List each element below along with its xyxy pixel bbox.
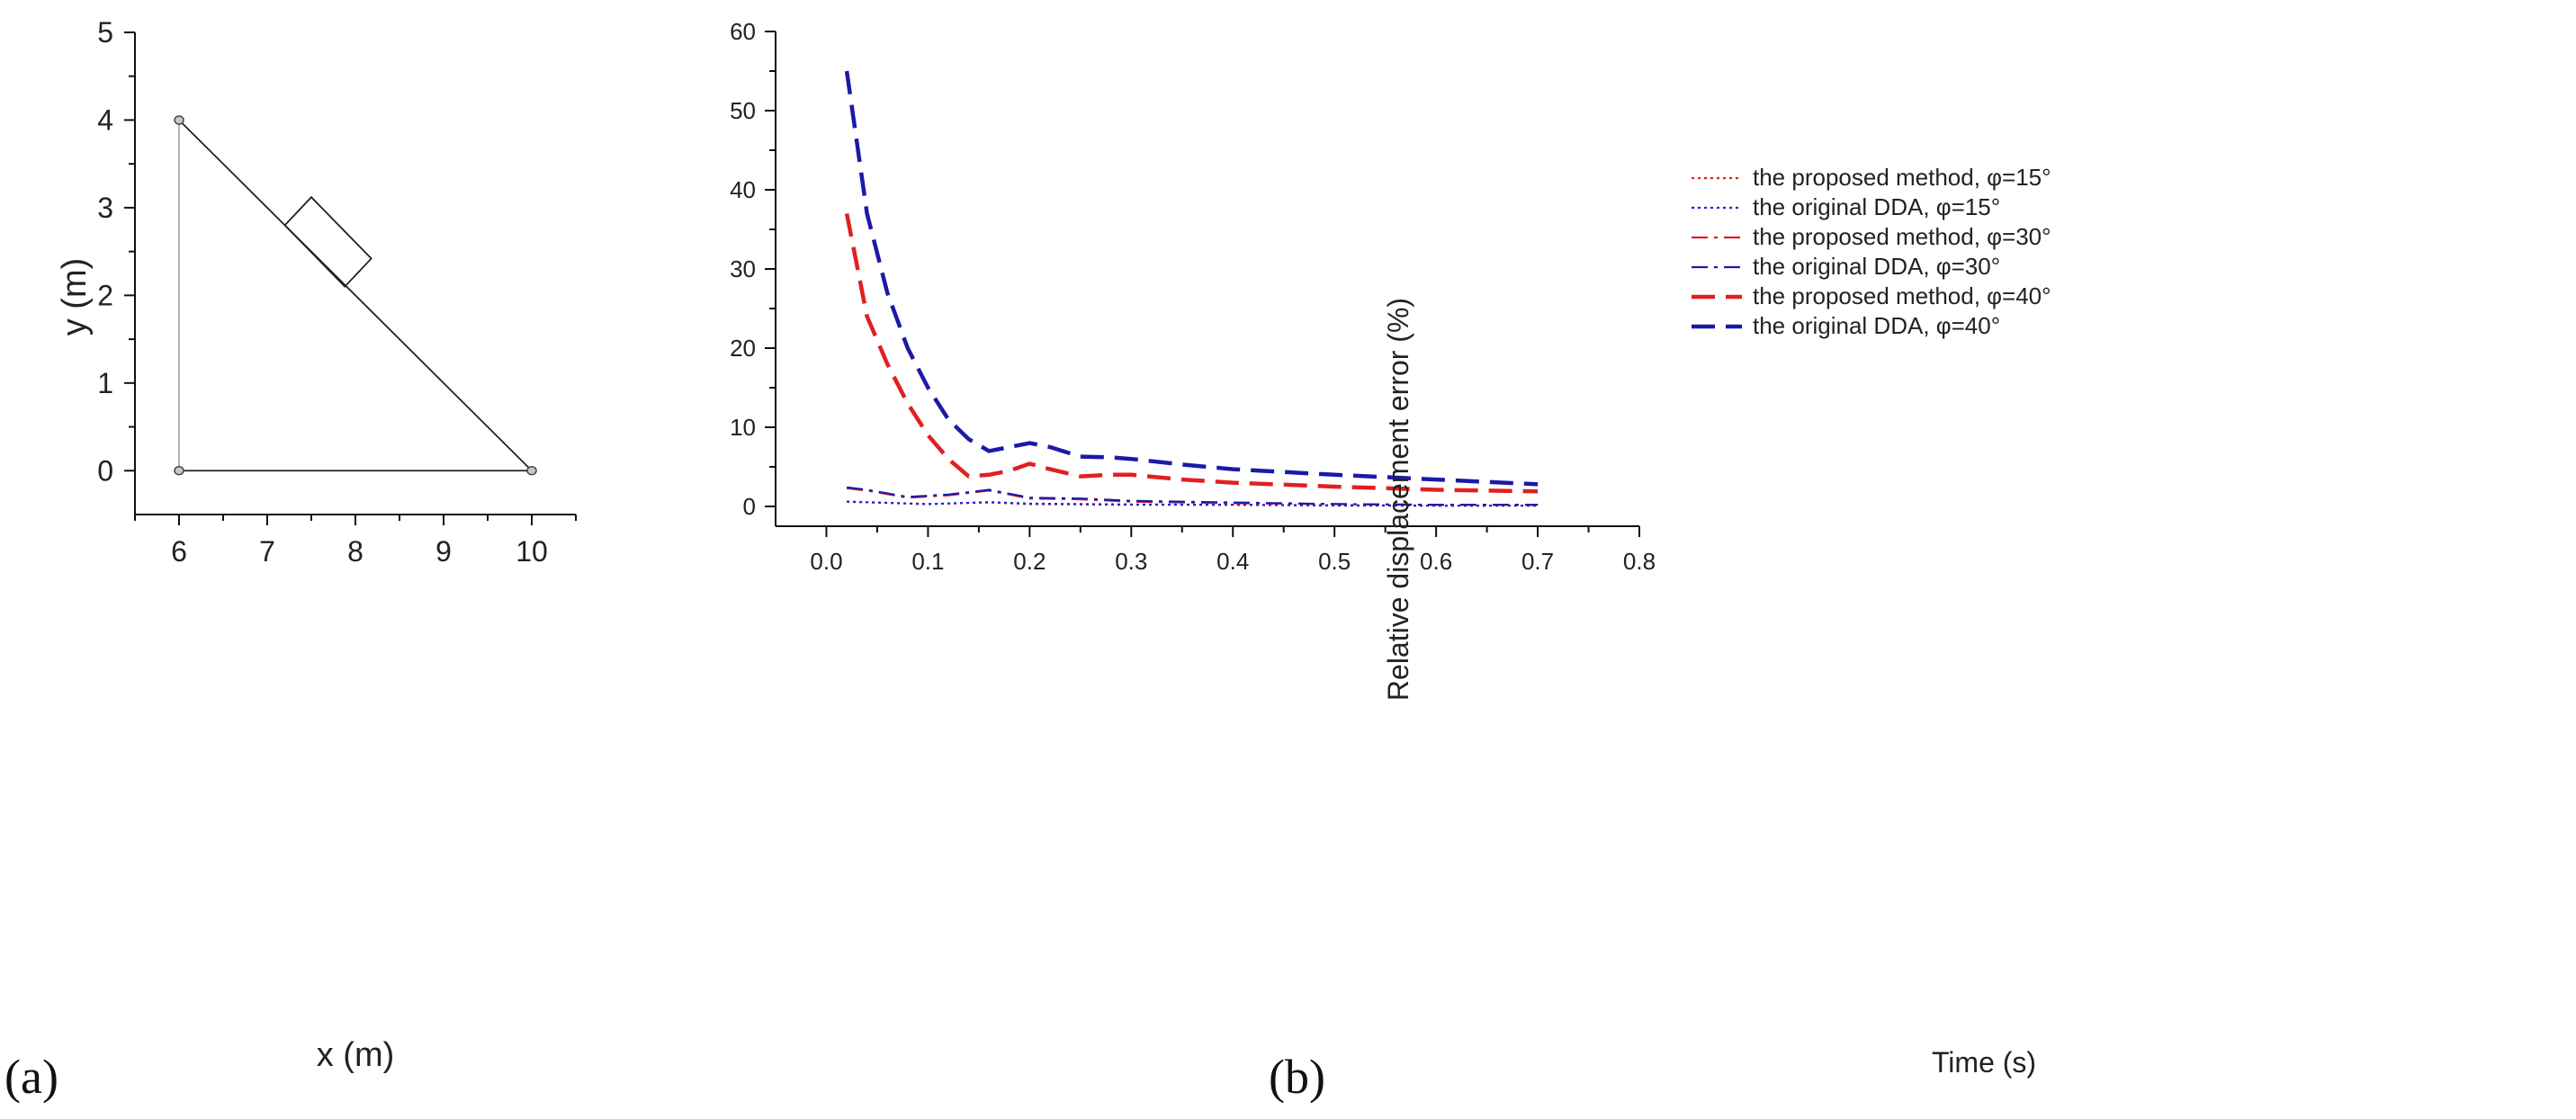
legend-entry-3: the proposed method, φ=30° [1753, 223, 2051, 250]
panel-a-x-tick-label: 8 [347, 535, 364, 568]
panel-b-x-tick-label: 0.4 [1216, 548, 1249, 575]
panel-b: 0.0 0.1 0.2 0.3 0.4 0.5 0.6 0.7 0.8 0 10 20 30 40 50 60… [730, 18, 2051, 1104]
panel-a-y-tick-label: 2 [97, 279, 113, 311]
sliding-block [283, 195, 372, 288]
legend-entry-6: the original DDA, φ=40° [1753, 312, 2000, 339]
panel-b-y-tick-label: 20 [730, 335, 756, 362]
panel-b-y-axis-label: Relative displacement error (%) [1382, 298, 1414, 701]
panel-a-x-axis-label: x (m) [317, 1036, 395, 1074]
slope-vertex-marker [174, 466, 184, 476]
panel-a-x-tick-label: 9 [435, 535, 452, 568]
panel-a-y-tick-label: 5 [97, 16, 113, 49]
panel-a-ticks: 6 7 8 9 10 0 1 2 3 4 5 [97, 16, 577, 568]
panel-b-x-tick-label: 0.3 [1115, 548, 1147, 575]
legend-entry-4: the original DDA, φ=30° [1753, 253, 2000, 280]
panel-b-y-tick-label: 40 [730, 176, 756, 203]
series-line-4 [846, 486, 1539, 506]
panel-a-axes [134, 32, 576, 515]
legend-entry-1: the proposed method, φ=15° [1753, 164, 2051, 191]
series-line-5 [844, 212, 1539, 494]
series-line-6 [844, 70, 1539, 487]
panel-b-x-tick-label: 0.5 [1318, 548, 1351, 575]
panel-b-ticks: 0.0 0.1 0.2 0.3 0.4 0.5 0.6 0.7 0.8 0 10 20 30 40 50 60 [730, 18, 1656, 575]
panel-b-series [844, 70, 1539, 507]
panel-a-y-tick-label: 4 [97, 103, 113, 136]
panel-a-shapes [174, 115, 537, 476]
panel-b-x-tick-label: 0.8 [1623, 548, 1656, 575]
panel-b-legend: the proposed method, φ=15°the original D… [1692, 164, 2051, 339]
legend-entry-2: the original DDA, φ=15° [1753, 193, 2000, 220]
panel-a-y-axis-label: y (m) [56, 258, 94, 336]
panel-a: 6 7 8 9 10 0 1 2 3 4 5 x (m) y (m) (a) [4, 16, 577, 1104]
legend-entry-5: the proposed method, φ=40° [1753, 282, 2051, 309]
panel-a-x-tick-label: 7 [259, 535, 275, 568]
panel-b-axes [775, 31, 1639, 527]
panel-a-label: (a) [4, 1050, 58, 1104]
panel-b-x-tick-label: 0.0 [810, 548, 842, 575]
panel-b-label: (b) [1269, 1050, 1325, 1104]
panel-b-y-tick-label: 60 [730, 18, 756, 45]
panel-b-x-tick-label: 0.1 [911, 548, 944, 575]
panel-a-y-tick-label: 3 [97, 192, 113, 224]
panel-b-y-tick-label: 30 [730, 255, 756, 282]
panel-a-y-tick-label: 0 [97, 454, 113, 487]
panel-b-x-axis-label: Time (s) [1932, 1046, 2036, 1079]
panel-b-x-tick-label: 0.7 [1521, 548, 1554, 575]
panel-b-y-tick-label: 10 [730, 414, 756, 441]
panel-a-x-tick-label: 6 [171, 535, 187, 568]
panel-a-x-tick-label: 10 [516, 535, 548, 568]
slope-vertex-marker [174, 115, 184, 125]
panel-b-x-tick-label: 0.2 [1013, 548, 1046, 575]
panel-a-y-tick-label: 1 [97, 367, 113, 399]
slope-hypotenuse [178, 119, 533, 471]
slope-vertex-marker [526, 466, 537, 476]
panel-b-y-tick-label: 0 [743, 493, 756, 520]
panel-b-y-tick-label: 50 [730, 97, 756, 124]
panel-b-x-tick-label: 0.6 [1420, 548, 1452, 575]
